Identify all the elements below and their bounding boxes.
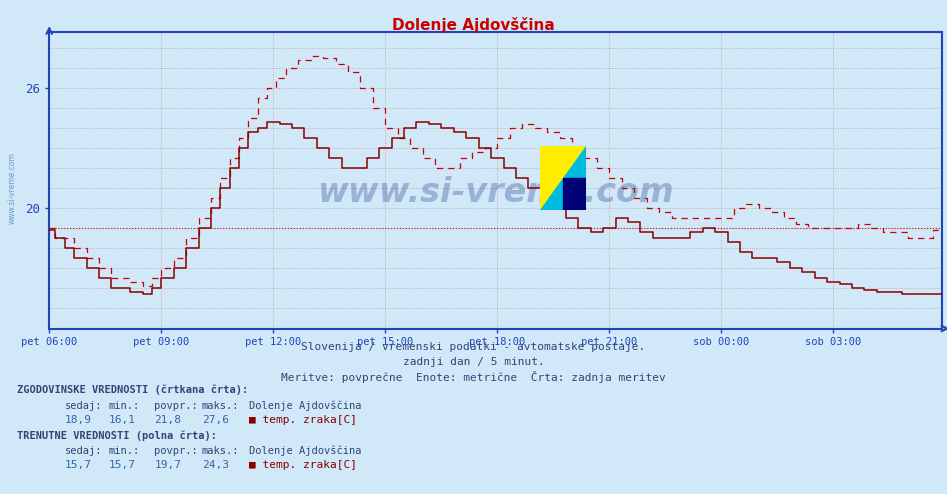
Text: ■ temp. zraka[C]: ■ temp. zraka[C] (249, 460, 357, 470)
Text: ■ temp. zraka[C]: ■ temp. zraka[C] (249, 415, 357, 425)
Text: 15,7: 15,7 (109, 460, 136, 470)
Text: 18,9: 18,9 (64, 415, 92, 425)
Text: povpr.:: povpr.: (154, 401, 198, 411)
Text: zadnji dan / 5 minut.: zadnji dan / 5 minut. (402, 357, 545, 367)
Text: 16,1: 16,1 (109, 415, 136, 425)
Text: 24,3: 24,3 (202, 460, 229, 470)
Bar (563, 178, 586, 210)
Text: ZGODOVINSKE VREDNOSTI (črtkana črta):: ZGODOVINSKE VREDNOSTI (črtkana črta): (17, 385, 248, 395)
Text: Dolenje Ajdovščina: Dolenje Ajdovščina (249, 446, 362, 456)
Text: www.si-vreme.com: www.si-vreme.com (317, 176, 674, 208)
Text: Slovenija / vremenski podatki - avtomatske postaje.: Slovenija / vremenski podatki - avtomats… (301, 342, 646, 352)
Text: 19,7: 19,7 (154, 460, 182, 470)
Text: Meritve: povprečne  Enote: metrične  Črta: zadnja meritev: Meritve: povprečne Enote: metrične Črta:… (281, 371, 666, 383)
Text: TRENUTNE VREDNOSTI (polna črta):: TRENUTNE VREDNOSTI (polna črta): (17, 430, 217, 441)
Text: maks.:: maks.: (202, 447, 240, 456)
Text: sedaj:: sedaj: (64, 401, 102, 411)
Text: min.:: min.: (109, 401, 140, 411)
Text: 15,7: 15,7 (64, 460, 92, 470)
Text: Dolenje Ajdovščina: Dolenje Ajdovščina (392, 17, 555, 33)
Polygon shape (541, 146, 586, 210)
Text: sedaj:: sedaj: (64, 447, 102, 456)
Polygon shape (541, 146, 586, 210)
Text: www.si-vreme.com: www.si-vreme.com (8, 152, 17, 224)
Text: maks.:: maks.: (202, 401, 240, 411)
Text: 27,6: 27,6 (202, 415, 229, 425)
Text: Dolenje Ajdovščina: Dolenje Ajdovščina (249, 401, 362, 411)
Text: povpr.:: povpr.: (154, 447, 198, 456)
Text: min.:: min.: (109, 447, 140, 456)
Text: 21,8: 21,8 (154, 415, 182, 425)
